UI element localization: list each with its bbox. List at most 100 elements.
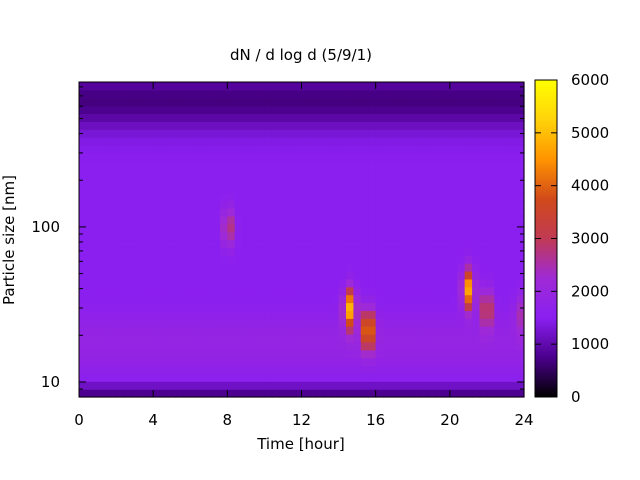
heatmap-cell	[116, 184, 125, 193]
heatmap-cell	[116, 231, 125, 241]
heatmap-cell	[279, 223, 288, 233]
heatmap-cell	[405, 318, 414, 327]
heatmap-cell	[79, 247, 88, 256]
heatmap-cell	[323, 326, 332, 335]
heatmap-cell	[279, 302, 288, 311]
heatmap-cell	[205, 200, 214, 209]
heatmap-cell	[472, 341, 481, 351]
heatmap-cell	[308, 349, 317, 359]
heatmap-cell	[301, 247, 310, 256]
heatmap-cell	[442, 389, 451, 398]
heatmap-cell	[323, 208, 332, 217]
heatmap-cell	[509, 326, 518, 335]
heatmap-cell	[501, 326, 510, 335]
heatmap-cell	[390, 349, 399, 359]
heatmap-cell	[286, 184, 295, 193]
heatmap-cell	[353, 160, 362, 170]
heatmap-cell	[79, 357, 88, 367]
heatmap-cell	[420, 302, 429, 311]
heatmap-cell	[464, 129, 473, 138]
heatmap-cell	[271, 176, 280, 185]
heatmap-cell	[279, 255, 288, 264]
heatmap-cell	[271, 271, 280, 280]
heatmap-cell	[420, 200, 429, 209]
heatmap-cell	[331, 152, 340, 162]
heatmap-cell	[435, 302, 444, 311]
heatmap-cell	[449, 231, 458, 241]
heatmap-cell	[219, 176, 228, 185]
heatmap-cell	[397, 231, 406, 241]
heatmap-cell	[286, 310, 295, 319]
heatmap-cell	[123, 82, 132, 91]
heatmap-cell	[219, 271, 228, 280]
heatmap-cell	[175, 389, 184, 398]
heatmap-cell	[494, 82, 503, 91]
heatmap-cell	[479, 215, 488, 225]
heatmap-cell	[479, 89, 488, 99]
heatmap-cell	[145, 341, 154, 351]
heatmap-cell	[234, 176, 243, 185]
heatmap-cell	[257, 129, 266, 138]
heatmap-cell	[427, 389, 436, 398]
heatmap-cell	[190, 113, 199, 122]
heatmap-cell	[353, 255, 362, 264]
heatmap-cell	[449, 389, 458, 398]
heatmap-cell	[494, 318, 503, 327]
heatmap-cell	[219, 192, 228, 201]
heatmap-cell	[464, 310, 473, 319]
heatmap-cell	[153, 365, 162, 374]
heatmap-cell	[294, 357, 303, 367]
heatmap-cell	[86, 239, 95, 248]
heatmap-cell	[79, 302, 88, 311]
heatmap-cell	[316, 310, 325, 319]
heatmap-cell	[375, 137, 384, 146]
heatmap-cell	[338, 334, 347, 343]
heatmap-cell	[494, 176, 503, 185]
heatmap-cell	[271, 310, 280, 319]
heatmap-cell	[79, 365, 88, 374]
heatmap-cell	[442, 129, 451, 138]
heatmap-cell	[249, 381, 258, 390]
heatmap-cell	[130, 152, 139, 162]
heatmap-cell	[494, 294, 503, 304]
heatmap-cell	[353, 373, 362, 382]
heatmap-cell	[264, 137, 273, 146]
heatmap-cell	[316, 334, 325, 343]
heatmap-cell	[397, 373, 406, 382]
heatmap-cell	[308, 357, 317, 367]
heatmap-cell	[346, 208, 355, 217]
heatmap-cell	[301, 318, 310, 327]
heatmap-cell	[501, 381, 510, 390]
heatmap-cell	[175, 200, 184, 209]
heatmap-cell	[464, 145, 473, 154]
heatmap-cell	[509, 176, 518, 185]
heatmap-cell	[182, 184, 191, 193]
heatmap-cell	[271, 105, 280, 115]
heatmap-cell	[123, 208, 132, 217]
heatmap-cell	[397, 200, 406, 209]
heatmap-cell	[449, 373, 458, 382]
heatmap-cell	[383, 137, 392, 146]
heatmap-cell	[93, 152, 102, 162]
heatmap-cell	[279, 365, 288, 374]
heatmap-cell	[227, 192, 236, 201]
heatmap-cell	[494, 152, 503, 162]
heatmap-cell	[101, 294, 110, 304]
heatmap-cell	[375, 349, 384, 359]
heatmap-cell	[153, 192, 162, 201]
heatmap-cell	[449, 200, 458, 209]
heatmap-cell	[353, 176, 362, 185]
heatmap-cell	[219, 294, 228, 304]
heatmap-cell	[123, 365, 132, 374]
heatmap-cell	[397, 334, 406, 343]
heatmap-cell	[123, 294, 132, 304]
heatmap-cell	[368, 152, 377, 162]
heatmap-cell	[346, 310, 355, 319]
heatmap-cell	[227, 184, 236, 193]
heatmap-cell	[427, 357, 436, 367]
heatmap-cell	[271, 381, 280, 390]
heatmap-cell	[160, 271, 169, 280]
heatmap-cell	[79, 286, 88, 296]
heatmap-cell	[116, 341, 125, 351]
heatmap-cell	[219, 208, 228, 217]
